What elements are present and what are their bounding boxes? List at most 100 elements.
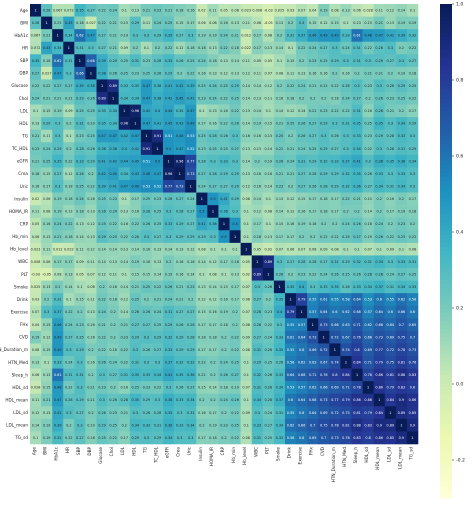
heatmap-cell — [140, 356, 153, 369]
heatmap-cell — [406, 343, 419, 357]
cell-value-label: 0.2 — [399, 46, 404, 50]
heatmap-cell — [262, 54, 275, 68]
heatmap-cell — [207, 393, 219, 407]
heatmap-cell — [262, 180, 275, 193]
colorbar-segment — [440, 152, 452, 157]
heatmap-cell — [218, 192, 230, 206]
heatmap-cell — [406, 418, 419, 432]
cell-value-label: 0.08 — [276, 71, 284, 75]
heatmap-cell — [118, 180, 131, 193]
cell-value-label: 0.24 — [154, 21, 162, 25]
heatmap-cell — [74, 180, 86, 193]
heatmap-cell — [196, 66, 208, 80]
heatmap-cell — [251, 330, 264, 344]
heatmap-cell — [207, 180, 219, 193]
cell-value-label: 0.96 — [176, 159, 184, 163]
heatmap-cell — [218, 293, 230, 307]
cell-value-label: 0.18 — [65, 197, 73, 201]
cell-value-label: 0.3 — [66, 71, 71, 75]
cell-value-label: 0.24 — [198, 59, 206, 63]
cell-value-label: 0.49 — [54, 348, 62, 352]
heatmap-cell — [262, 154, 275, 168]
cell-value-label: 0.1 — [266, 109, 271, 113]
heatmap-cell — [362, 92, 374, 105]
heatmap-cell — [96, 205, 108, 219]
cell-value-label: 0.31 — [253, 436, 261, 440]
heatmap-cell — [129, 418, 142, 432]
heatmap-cell — [218, 418, 230, 432]
heatmap-cell — [373, 117, 386, 131]
heatmap-cell — [207, 242, 219, 256]
heatmap-cell — [74, 268, 86, 281]
cell-value-label: 0.22 — [331, 109, 339, 113]
heatmap-cell — [107, 406, 119, 420]
heatmap-cell — [329, 293, 341, 307]
heatmap-cell — [140, 305, 153, 319]
heatmap-cell — [174, 154, 186, 168]
heatmap-cell — [118, 79, 131, 93]
cell-value-label: 0.26 — [209, 84, 217, 88]
heatmap-cell — [30, 318, 42, 332]
cell-value-label: 0.1 — [66, 298, 71, 302]
cell-value-label: 0.22 — [342, 197, 350, 201]
heatmap-cell — [63, 29, 75, 43]
cell-value-label: 0.06 — [242, 298, 250, 302]
cell-value-label: 0.22 — [120, 235, 128, 239]
cell-value-label: 0.18 — [209, 59, 217, 63]
cell-value-label: 0.25 — [398, 96, 406, 100]
cell-value-label: 0.29 — [176, 235, 184, 239]
heatmap-cell — [229, 192, 241, 206]
cell-value-label: 0.13 — [109, 260, 117, 264]
heatmap-cell — [329, 255, 341, 269]
cell-value-label: 0.34 — [276, 386, 284, 390]
cell-value-label: 0.3 — [399, 59, 404, 63]
cell-value-label: 0.2 — [188, 298, 193, 302]
heatmap-cell — [296, 305, 308, 319]
heatmap-cell — [174, 418, 186, 432]
heatmap-cell — [174, 381, 186, 395]
heatmap-cell — [30, 41, 42, 55]
heatmap-cell — [284, 129, 297, 143]
cell-value-label: 0.06 — [43, 197, 51, 201]
cell-value-label: 0.3 — [388, 260, 393, 264]
heatmap-cell — [251, 66, 264, 80]
heatmap-cell — [251, 41, 264, 55]
heatmap-cell — [163, 4, 175, 17]
heatmap-cell — [284, 4, 297, 17]
heatmap-cell — [329, 280, 341, 294]
heatmap-cell — [395, 4, 408, 17]
colorbar-segment — [440, 473, 452, 478]
cell-value-label: 0.34 — [375, 260, 383, 264]
cell-value-label: 0.62 — [287, 423, 295, 427]
heatmap-cell — [251, 343, 264, 357]
cell-value-label: 0.2 — [144, 298, 149, 302]
heatmap-cell — [96, 16, 108, 30]
cell-value-label: 0.34 — [398, 184, 406, 188]
heatmap-cell — [262, 29, 275, 43]
heatmap-cell — [52, 393, 64, 407]
heatmap-cell — [318, 293, 330, 307]
cell-value-label: 0.17 — [309, 210, 317, 214]
row-tick-label: Sleep_h — [12, 372, 29, 377]
cell-value-label: 0.33 — [398, 172, 406, 176]
heatmap-cell — [174, 129, 186, 143]
heatmap-cell — [296, 104, 308, 118]
cell-value-label: 0.22 — [98, 8, 106, 12]
colorbar-segment — [440, 288, 452, 293]
heatmap-cell — [96, 368, 108, 382]
cell-value-label: 0.26 — [176, 59, 184, 63]
heatmap-cell — [174, 29, 186, 43]
heatmap-cell — [329, 180, 341, 193]
cell-value-label: 0.21 — [54, 235, 62, 239]
cell-value-label: 0.65 — [409, 323, 417, 327]
heatmap-cell — [240, 431, 253, 445]
heatmap-cell — [163, 330, 175, 344]
heatmap-cell — [395, 318, 408, 332]
heatmap-cell — [307, 356, 319, 369]
cell-value-label: 0.23 — [76, 323, 84, 327]
cell-value-label: 0.13 — [120, 210, 128, 214]
heatmap-cell — [406, 242, 419, 256]
heatmap-cell — [229, 92, 241, 105]
heatmap-cell — [30, 79, 42, 93]
cell-value-label: 0.2 — [88, 348, 93, 352]
